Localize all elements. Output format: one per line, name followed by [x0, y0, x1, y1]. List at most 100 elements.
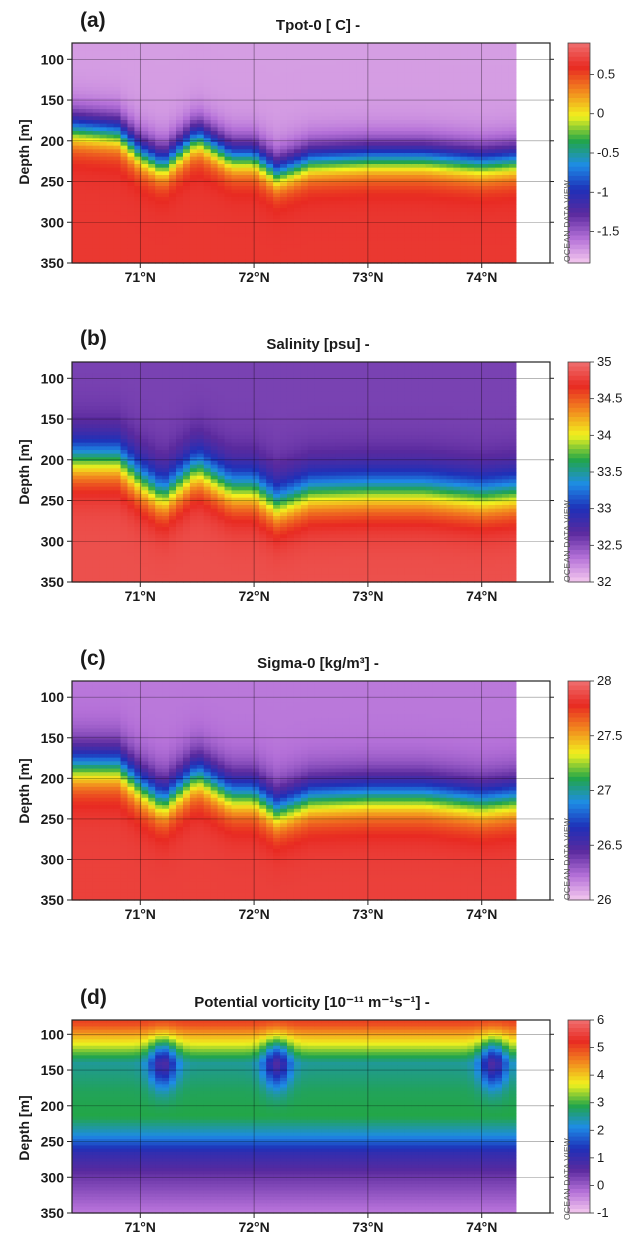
- heatmap-cell: [141, 439, 149, 444]
- heatmap-cell: [411, 72, 420, 77]
- heatmap-cell: [252, 182, 260, 187]
- heatmap-cell: [182, 208, 191, 213]
- heatmap-cell: [446, 182, 455, 187]
- heatmap-cell: [481, 65, 489, 70]
- heatmap-cell: [307, 167, 316, 172]
- heatmap-cell: [106, 391, 115, 396]
- heatmap-cell: [127, 508, 136, 513]
- heatmap-cell: [120, 574, 129, 579]
- colorbar-segment: [568, 212, 590, 218]
- heatmap-cell: [148, 453, 156, 458]
- heatmap-cell: [439, 156, 448, 161]
- heatmap-cell: [495, 255, 503, 260]
- heatmap-cell: [162, 578, 170, 583]
- heatmap-cell: [141, 409, 149, 414]
- heatmap-cell: [120, 259, 129, 264]
- heatmap-cell: [189, 384, 198, 389]
- heatmap-cell: [300, 142, 309, 147]
- heatmap-cell: [501, 215, 510, 220]
- heatmap-cell: [203, 149, 212, 154]
- heatmap-cell: [259, 123, 267, 128]
- heatmap-cell: [474, 156, 482, 161]
- heatmap-cell: [439, 138, 448, 143]
- heatmap-cell: [224, 248, 233, 253]
- heatmap-cell: [148, 534, 156, 539]
- heatmap-cell: [189, 391, 198, 396]
- heatmap-cell: [453, 233, 461, 238]
- heatmap-cell: [356, 208, 364, 213]
- heatmap-cell: [162, 406, 170, 411]
- heatmap-cell: [203, 65, 212, 70]
- heatmap-cell: [432, 79, 441, 84]
- heatmap-cell: [85, 549, 94, 554]
- heatmap-cell: [342, 244, 351, 249]
- heatmap-cell: [127, 413, 136, 418]
- heatmap-cell: [300, 222, 309, 227]
- heatmap-cell: [432, 160, 441, 165]
- heatmap-cell: [321, 127, 330, 132]
- heatmap-cell: [273, 65, 281, 70]
- heatmap-cell: [356, 83, 364, 88]
- heatmap-cell: [72, 413, 80, 418]
- heatmap-cell: [370, 219, 378, 224]
- heatmap-cell: [72, 384, 80, 389]
- heatmap-cell: [85, 571, 94, 576]
- heatmap-cell: [467, 149, 475, 154]
- heatmap-cell: [245, 259, 253, 264]
- heatmap-cell: [176, 65, 184, 70]
- heatmap-cell: [224, 43, 233, 48]
- heatmap-cell: [141, 402, 149, 407]
- heatmap-cell: [328, 222, 337, 227]
- heatmap-cell: [349, 211, 357, 216]
- heatmap-cell: [196, 98, 205, 103]
- heatmap-cell: [425, 116, 434, 121]
- heatmap-cell: [120, 120, 129, 125]
- heatmap-cell: [92, 571, 101, 576]
- heatmap-cell: [266, 208, 274, 213]
- heatmap-cell: [127, 61, 136, 66]
- heatmap-cell: [120, 395, 129, 400]
- colorbar-segment: [568, 157, 590, 163]
- heatmap-cell: [92, 391, 101, 396]
- heatmap-cell: [217, 186, 226, 191]
- heatmap-cell: [141, 72, 149, 77]
- heatmap-cell: [78, 490, 87, 495]
- heatmap-cell: [176, 490, 184, 495]
- heatmap-cell: [189, 156, 198, 161]
- heatmap-cell: [148, 241, 156, 246]
- heatmap-cell: [106, 571, 115, 576]
- heatmap-cell: [404, 43, 413, 48]
- heatmap-cell: [85, 252, 94, 257]
- heatmap-cell: [127, 72, 136, 77]
- heatmap-cell: [182, 402, 191, 407]
- heatmap-cell: [238, 171, 246, 176]
- heatmap-cell: [238, 160, 246, 165]
- heatmap-cell: [363, 46, 371, 51]
- heatmap-cell: [411, 54, 420, 59]
- heatmap-cell: [106, 222, 115, 227]
- heatmap-cell: [72, 226, 80, 231]
- heatmap-cell: [113, 497, 122, 502]
- heatmap-cell: [224, 50, 233, 55]
- colorbar-segment: [568, 143, 590, 150]
- heatmap-cell: [99, 387, 108, 392]
- heatmap-cell: [418, 259, 427, 264]
- heatmap-cell: [155, 87, 163, 92]
- heatmap-cell: [196, 153, 205, 158]
- heatmap-cell: [189, 112, 198, 117]
- heatmap-cell: [134, 483, 142, 488]
- heatmap-cell: [342, 65, 351, 70]
- heatmap-cell: [92, 578, 101, 583]
- heatmap-cell: [425, 164, 434, 169]
- heatmap-cell: [78, 87, 87, 92]
- heatmap-cell: [411, 79, 420, 84]
- heatmap-cell: [397, 123, 406, 128]
- heatmap-cell: [280, 233, 288, 238]
- heatmap-cell: [189, 457, 198, 462]
- heatmap-cell: [120, 123, 129, 128]
- heatmap-cell: [238, 208, 246, 213]
- heatmap-cell: [155, 46, 163, 51]
- heatmap-cell: [182, 534, 191, 539]
- heatmap-cell: [467, 50, 475, 55]
- heatmap-cell: [169, 413, 177, 418]
